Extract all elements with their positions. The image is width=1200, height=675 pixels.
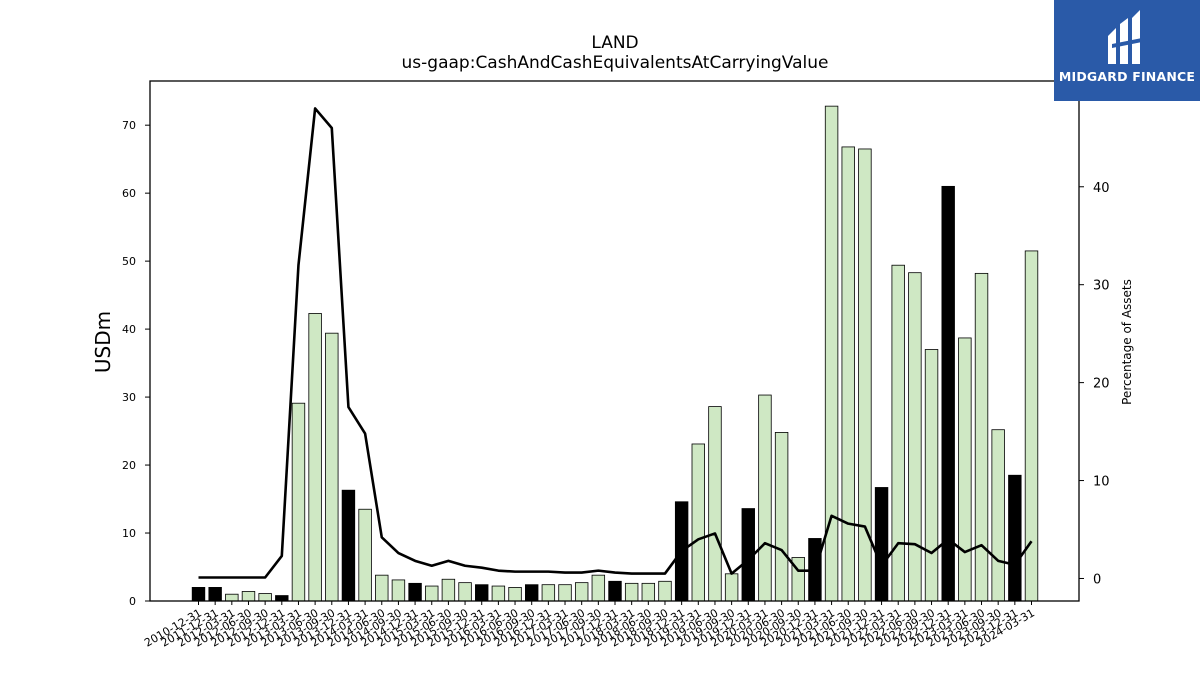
bar [758,394,772,602]
bar [558,584,572,602]
bar [608,580,622,602]
y-tick-label: 50 [122,255,136,268]
y-tick-label: 60 [122,187,136,200]
bar [458,582,472,602]
bar [375,574,389,602]
bar [774,432,789,602]
bar [225,593,239,602]
y-tick-label: 70 [122,119,136,132]
bar [525,584,539,602]
chart-title: LAND [591,33,638,53]
bar [991,429,1005,602]
bar [624,582,639,602]
y-tick-label: 30 [122,391,136,404]
bar [858,148,872,602]
bar [1008,474,1022,602]
y2-tick-label: 20 [1093,377,1110,392]
bar [541,584,556,602]
bar [574,582,589,602]
bar [658,580,672,602]
bar [708,406,722,602]
bar [958,337,972,602]
bar [591,574,606,602]
bar [908,272,922,602]
y2-tick-label: 40 [1093,181,1110,196]
chart-subtitle: us-gaap:CashAndCashEquivalentsAtCarrying… [402,53,829,73]
y2-tick-label: 30 [1093,279,1110,294]
bar [358,508,372,602]
bar [291,402,306,602]
bar [258,593,272,602]
bar [308,313,322,602]
y-tick-label: 20 [122,459,136,472]
bar [408,582,422,602]
bar [191,587,206,602]
bar [325,332,339,602]
y2-axis-label: Percentage of Assets [1120,279,1134,405]
bar [241,591,256,602]
plot-area: 0102030405060700102030402010-12-312011-1… [122,80,1110,650]
bar [724,573,739,602]
series-line [198,107,1033,579]
plot-frame [149,80,1080,602]
bar [874,487,889,602]
midgard-logo-icon [1108,10,1142,64]
y-axis-label: USDm [91,311,115,373]
y-tick-label: 0 [129,595,136,608]
bar [441,578,456,602]
brand-logo: MIDGARD FINANCE [1054,0,1200,101]
bar [275,595,289,602]
y2-tick-label: 0 [1093,572,1101,587]
y2-tick-label: 10 [1093,475,1110,490]
bar [924,349,939,602]
bar [641,582,656,602]
bar [208,587,222,602]
bar [691,443,706,602]
bar [508,587,522,602]
y-tick-label: 10 [122,527,136,540]
bar [391,579,406,602]
brand-name: MIDGARD FINANCE [1058,69,1196,84]
bar [341,489,356,602]
bar [491,585,506,602]
bar [475,584,489,602]
bar [974,272,989,602]
bar [425,585,439,602]
y-tick-label: 40 [122,323,136,336]
bar [841,146,855,602]
